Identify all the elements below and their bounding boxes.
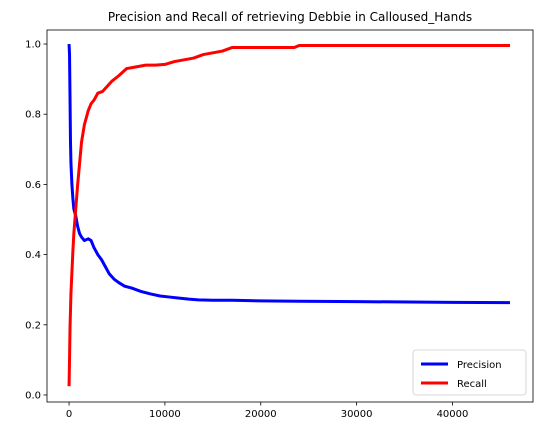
x-tick-label: 20000 [245, 409, 277, 420]
y-tick-label: 0.2 [25, 320, 41, 331]
chart-title: Precision and Recall of retrieving Debbi… [108, 10, 472, 24]
x-tick-label: 10000 [149, 409, 181, 420]
y-tick-label: 0.8 [25, 110, 41, 121]
legend-label-recall: Recall [457, 379, 487, 390]
legend-label-precision: Precision [457, 360, 502, 371]
legend: Precision Recall [412, 349, 527, 396]
x-axis: 0 10000 20000 30000 40000 [66, 402, 469, 420]
x-tick-label: 30000 [341, 409, 373, 420]
y-axis: 0.0 0.2 0.4 0.6 0.8 1.0 [25, 40, 47, 401]
x-tick-label: 0 [66, 409, 72, 420]
y-tick-label: 1.0 [25, 40, 41, 51]
series-line-precision [67, 43, 510, 305]
series-line-recall [67, 43, 510, 387]
x-tick-label: 40000 [437, 409, 469, 420]
y-tick-label: 0.0 [25, 390, 41, 401]
y-tick-label: 0.4 [25, 250, 41, 261]
y-tick-label: 0.6 [25, 180, 41, 191]
series-lines [67, 43, 510, 387]
plot-area [46, 29, 534, 403]
